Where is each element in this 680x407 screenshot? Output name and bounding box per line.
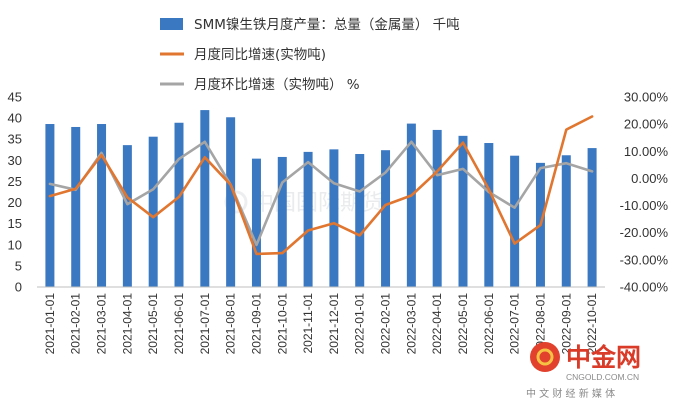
x-tick-label: 2021-08-01 — [224, 293, 238, 355]
x-tick-label: 2022-09-01 — [559, 293, 573, 355]
bar — [329, 149, 339, 287]
x-tick-label: 2022-10-01 — [585, 293, 599, 355]
y-right-tick-label: 0.00% — [631, 171, 668, 186]
y-left-tick-label: 25 — [8, 174, 22, 189]
y-right-tick-label: 30.00% — [624, 90, 669, 105]
series-line — [48, 140, 594, 247]
bar — [251, 158, 261, 287]
x-tick-label: 2022-03-01 — [404, 293, 418, 355]
bar — [97, 124, 107, 288]
y-left-tick-label: 10 — [8, 237, 22, 252]
x-tick-label: 2022-07-01 — [508, 293, 522, 355]
x-tick-label: 2021-06-01 — [172, 293, 186, 355]
legend-label: 月度同比增速(实物吨) — [194, 47, 326, 63]
bar — [303, 151, 313, 287]
x-tick-label: 2022-06-01 — [482, 293, 496, 355]
left-y-axis: 0 5 10 15 20 25 30 35 40 45 — [8, 90, 22, 295]
series-line — [48, 115, 594, 256]
y-left-tick-label: 5 — [15, 258, 22, 273]
x-tick-label: 2021-02-01 — [69, 293, 83, 355]
y-right-tick-label: -30.00% — [620, 252, 669, 267]
x-tick-label: 2022-01-01 — [353, 293, 367, 355]
line-series — [48, 115, 594, 256]
y-right-tick-label: 20.00% — [624, 117, 669, 132]
y-right-tick-label: -10.00% — [620, 198, 669, 213]
y-left-tick-label: 35 — [8, 132, 22, 147]
bar — [200, 110, 210, 287]
x-tick-label: 2021-05-01 — [146, 293, 160, 355]
watermark-logo-icon — [224, 190, 248, 214]
y-left-tick-label: 0 — [15, 280, 22, 295]
bar — [484, 143, 494, 287]
bar — [458, 135, 468, 287]
bar — [406, 123, 416, 287]
x-tick-label: 2021-04-01 — [120, 293, 134, 355]
x-tick-label: 2021-01-01 — [43, 293, 57, 355]
y-right-tick-label: 10.00% — [624, 144, 669, 159]
x-tick-label: 2021-11-01 — [301, 293, 315, 354]
x-tick-label: 2022-04-01 — [430, 293, 444, 355]
y-left-tick-label: 20 — [8, 195, 22, 210]
brand-logo: 中金网 CNGOLD.COM.CN 中 文 财 经 新 媒 体 — [526, 342, 641, 400]
bar — [226, 117, 236, 288]
legend-label: 月度环比增速（实物吨） % — [194, 77, 360, 93]
y-right-tick-label: -40.00% — [620, 280, 669, 295]
y-left-tick-label: 15 — [8, 216, 22, 231]
logo-emblem-inner — [536, 348, 554, 366]
x-tick-label: 2021-07-01 — [198, 293, 212, 355]
bar — [45, 124, 55, 288]
x-tick-label: 2021-12-01 — [327, 293, 341, 355]
right-y-axis: -40.00% -30.00% -20.00% -10.00% 0.00% 10.00% 2… — [620, 90, 669, 295]
logo-emblem-icon — [530, 342, 560, 372]
y-left-tick-label: 40 — [8, 111, 22, 126]
y-right-tick-label: -20.00% — [620, 225, 669, 240]
x-tick-label: 2022-02-01 — [379, 293, 393, 355]
bar — [587, 148, 597, 287]
bar — [174, 122, 184, 287]
logo-brand-text: 中金网 — [566, 343, 641, 372]
legend-label: SMM镍生铁月度产量：总量（金属量） 千吨 — [194, 17, 460, 33]
logo-tagline-text: 中 文 财 经 新 媒 体 — [526, 387, 615, 400]
bar — [277, 156, 287, 287]
bar — [122, 145, 132, 287]
x-tick-label: 2022-08-01 — [533, 293, 547, 355]
bar — [432, 129, 442, 287]
x-tick-label: 2021-03-01 — [95, 293, 109, 355]
x-tick-label: 2021-09-01 — [249, 293, 263, 355]
x-tick-label: 2022-05-01 — [456, 293, 470, 355]
y-left-tick-label: 45 — [8, 90, 22, 105]
x-axis: 2021-01-01 2021-02-01 2021-03-01 2021-04-01… — [43, 293, 599, 355]
bar — [381, 150, 391, 287]
bar — [148, 136, 158, 287]
bar — [561, 155, 571, 287]
bar — [71, 126, 81, 287]
y-left-tick-label: 30 — [8, 153, 22, 168]
bar — [510, 155, 520, 287]
bar — [355, 154, 365, 287]
logo-url-text: CNGOLD.COM.CN — [566, 372, 639, 382]
x-tick-label: 2021-10-01 — [275, 293, 289, 355]
legend-swatch — [160, 18, 183, 30]
